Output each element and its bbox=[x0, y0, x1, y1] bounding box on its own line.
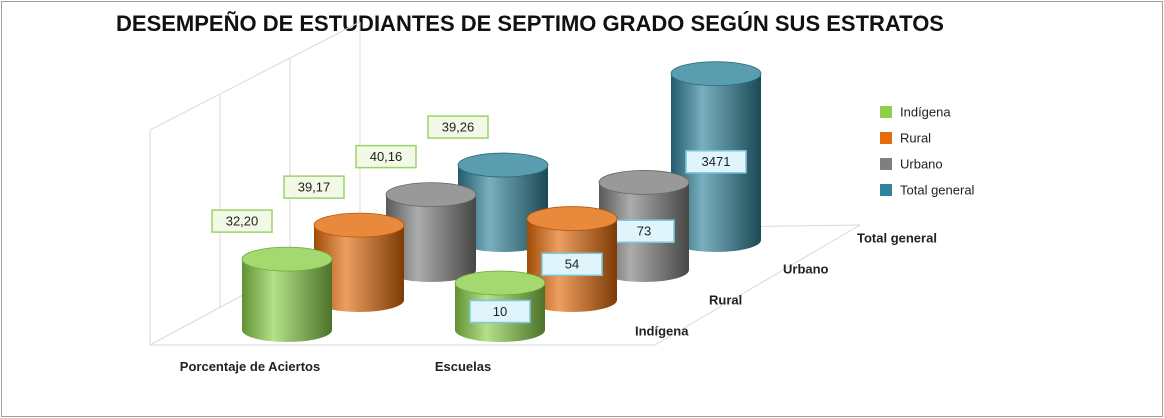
data-label-box bbox=[211, 209, 273, 233]
data-label: 10 bbox=[493, 304, 507, 319]
data-label-box bbox=[541, 252, 603, 277]
data-label: 39,17 bbox=[298, 180, 331, 195]
data-label-box bbox=[283, 175, 345, 199]
legend-swatch bbox=[880, 184, 892, 196]
legend-label: Indígena bbox=[900, 104, 951, 119]
cylinder bbox=[457, 152, 549, 252]
depth-label: Total general bbox=[857, 230, 937, 245]
cylinder bbox=[241, 246, 333, 342]
legend-label: Total general bbox=[900, 182, 975, 197]
data-label: 40,16 bbox=[370, 149, 403, 164]
data-label-box bbox=[685, 150, 747, 174]
legend-swatch bbox=[880, 106, 892, 118]
data-label-box bbox=[427, 115, 489, 139]
data-label: 73 bbox=[637, 224, 651, 239]
data-label: 39,26 bbox=[442, 120, 475, 135]
cylinder bbox=[385, 182, 477, 282]
depth-label: Indígena bbox=[635, 323, 689, 338]
legend-swatch bbox=[880, 158, 892, 170]
data-label: 3471 bbox=[702, 154, 731, 169]
legend-swatch bbox=[880, 132, 892, 144]
depth-label: Urbano bbox=[783, 261, 829, 276]
data-label: 54 bbox=[565, 257, 579, 272]
depth-label: Rural bbox=[709, 292, 742, 307]
category-label: Escuelas bbox=[434, 359, 492, 374]
data-label: 32,20 bbox=[226, 214, 259, 229]
data-label-box bbox=[355, 144, 417, 169]
legend-label: Rural bbox=[900, 130, 931, 145]
legend-label: Urbano bbox=[900, 156, 943, 171]
chart-title: DESEMPEÑO DE ESTUDIANTES DE SEPTIMO GRAD… bbox=[116, 11, 944, 36]
cylinder bbox=[313, 212, 405, 312]
category-label: Porcentaje de Aciertos bbox=[179, 359, 321, 374]
data-label-box bbox=[469, 299, 531, 324]
